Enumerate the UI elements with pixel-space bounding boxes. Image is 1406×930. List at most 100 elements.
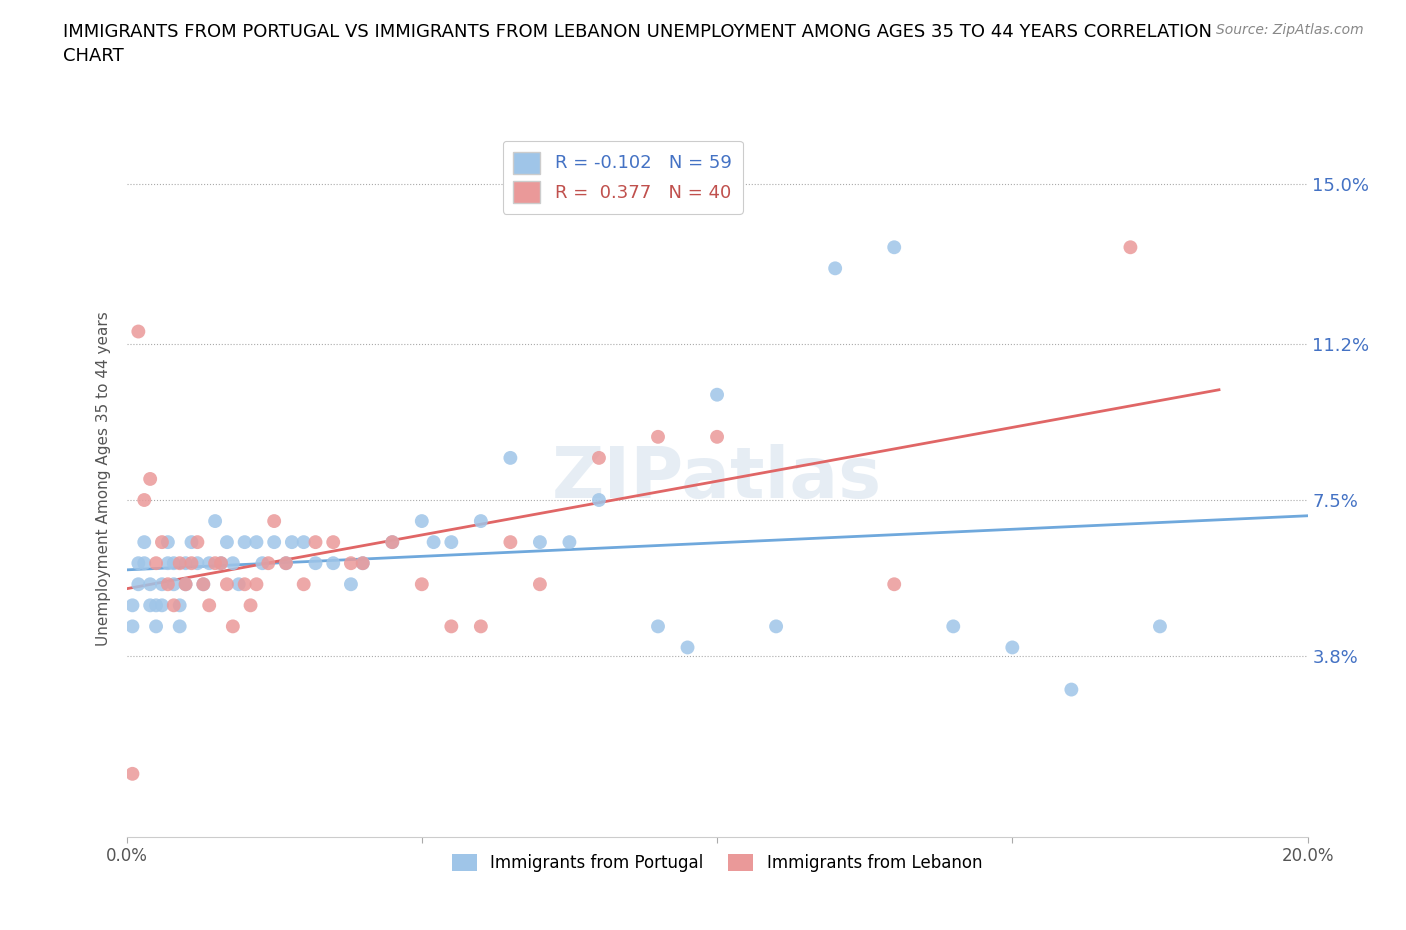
Point xyxy=(340,577,363,591)
Point xyxy=(139,577,162,591)
Text: IMMIGRANTS FROM PORTUGAL VS IMMIGRANTS FROM LEBANON UNEMPLOYMENT AMONG AGES 35 T: IMMIGRANTS FROM PORTUGAL VS IMMIGRANTS F… xyxy=(63,23,1212,65)
Point xyxy=(470,513,492,528)
Point xyxy=(883,577,905,591)
Point xyxy=(304,535,326,550)
Point xyxy=(145,598,167,613)
Point xyxy=(127,324,149,339)
Point xyxy=(186,556,208,571)
Point xyxy=(245,577,267,591)
Point xyxy=(292,577,315,591)
Point xyxy=(411,577,433,591)
Point xyxy=(1149,619,1171,634)
Point xyxy=(150,598,173,613)
Point xyxy=(180,535,202,550)
Point xyxy=(193,577,215,591)
Point xyxy=(134,535,156,550)
Point xyxy=(1060,682,1083,697)
Point xyxy=(215,577,238,591)
Point xyxy=(470,619,492,634)
Point xyxy=(529,577,551,591)
Point xyxy=(252,556,274,571)
Point xyxy=(706,387,728,402)
Point xyxy=(440,535,463,550)
Point xyxy=(883,240,905,255)
Point xyxy=(647,619,669,634)
Point xyxy=(163,577,186,591)
Point xyxy=(233,577,256,591)
Point xyxy=(499,535,522,550)
Point xyxy=(352,556,374,571)
Point xyxy=(169,619,191,634)
Point xyxy=(121,619,143,634)
Point xyxy=(281,535,304,550)
Point xyxy=(245,535,267,550)
Point xyxy=(174,577,197,591)
Point xyxy=(163,598,186,613)
Point xyxy=(381,535,404,550)
Point xyxy=(174,577,197,591)
Point xyxy=(156,535,179,550)
Point xyxy=(150,535,173,550)
Point xyxy=(499,450,522,465)
Point xyxy=(163,556,186,571)
Point xyxy=(186,535,208,550)
Point xyxy=(204,513,226,528)
Point xyxy=(706,430,728,445)
Y-axis label: Unemployment Among Ages 35 to 44 years: Unemployment Among Ages 35 to 44 years xyxy=(96,312,111,646)
Point xyxy=(942,619,965,634)
Legend: Immigrants from Portugal, Immigrants from Lebanon: Immigrants from Portugal, Immigrants fro… xyxy=(446,847,988,879)
Point xyxy=(274,556,297,571)
Text: Source: ZipAtlas.com: Source: ZipAtlas.com xyxy=(1216,23,1364,37)
Point xyxy=(233,535,256,550)
Point xyxy=(209,556,232,571)
Point xyxy=(647,430,669,445)
Point xyxy=(292,535,315,550)
Point xyxy=(676,640,699,655)
Point xyxy=(257,556,280,571)
Point xyxy=(529,535,551,550)
Point xyxy=(322,556,344,571)
Point xyxy=(193,577,215,591)
Point xyxy=(169,556,191,571)
Point xyxy=(209,556,232,571)
Point xyxy=(174,556,197,571)
Point xyxy=(169,598,191,613)
Point xyxy=(127,556,149,571)
Point xyxy=(422,535,444,550)
Point xyxy=(588,450,610,465)
Point xyxy=(215,535,238,550)
Point xyxy=(134,493,156,508)
Point xyxy=(198,598,221,613)
Point xyxy=(322,535,344,550)
Point xyxy=(145,619,167,634)
Point xyxy=(222,556,245,571)
Point xyxy=(139,472,162,486)
Point xyxy=(274,556,297,571)
Point xyxy=(440,619,463,634)
Point xyxy=(121,766,143,781)
Point xyxy=(134,556,156,571)
Point xyxy=(263,535,285,550)
Point xyxy=(228,577,250,591)
Point xyxy=(145,556,167,571)
Point xyxy=(263,513,285,528)
Point xyxy=(121,598,143,613)
Point xyxy=(239,598,262,613)
Point xyxy=(558,535,581,550)
Text: ZIPatlas: ZIPatlas xyxy=(553,445,882,513)
Point xyxy=(139,598,162,613)
Point xyxy=(1119,240,1142,255)
Point xyxy=(352,556,374,571)
Point xyxy=(198,556,221,571)
Point xyxy=(204,556,226,571)
Point xyxy=(304,556,326,571)
Point xyxy=(411,513,433,528)
Point xyxy=(765,619,787,634)
Point xyxy=(156,577,179,591)
Point xyxy=(156,556,179,571)
Point xyxy=(127,577,149,591)
Point xyxy=(588,493,610,508)
Point xyxy=(222,619,245,634)
Point xyxy=(1001,640,1024,655)
Point xyxy=(180,556,202,571)
